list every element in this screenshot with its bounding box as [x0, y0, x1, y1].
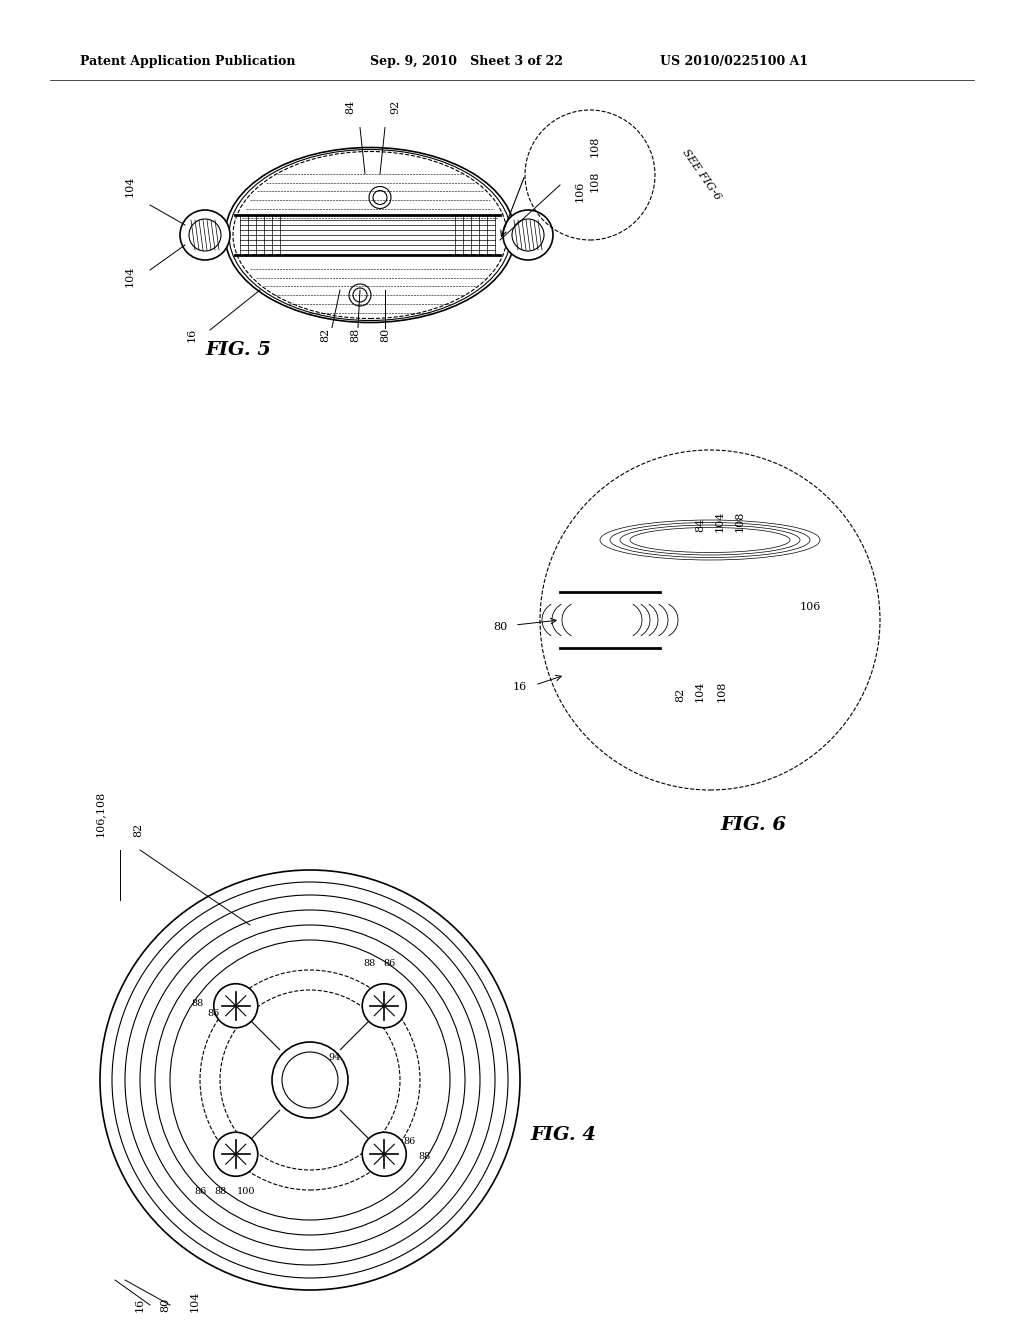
Text: 16: 16 — [513, 682, 527, 692]
Text: Sep. 9, 2010   Sheet 3 of 22: Sep. 9, 2010 Sheet 3 of 22 — [370, 55, 563, 69]
Text: 106,108: 106,108 — [95, 791, 105, 837]
Text: 88: 88 — [350, 329, 360, 342]
Text: 82: 82 — [133, 822, 143, 837]
Text: FIG. 6: FIG. 6 — [720, 816, 786, 834]
Text: 100: 100 — [237, 1187, 255, 1196]
Text: 94: 94 — [329, 1053, 341, 1063]
Text: 80: 80 — [493, 622, 507, 632]
Text: 82: 82 — [319, 329, 330, 342]
Text: Patent Application Publication: Patent Application Publication — [80, 55, 296, 69]
Text: FIG. 5: FIG. 5 — [205, 341, 271, 359]
Text: 16: 16 — [187, 327, 197, 342]
Text: 108: 108 — [717, 681, 727, 702]
Text: 104: 104 — [125, 176, 135, 197]
Text: 88: 88 — [191, 999, 204, 1007]
Text: 86: 86 — [383, 958, 395, 968]
Circle shape — [214, 983, 258, 1028]
Ellipse shape — [503, 210, 553, 260]
Text: 88: 88 — [215, 1187, 227, 1196]
Text: 84: 84 — [695, 517, 705, 532]
Text: 108: 108 — [590, 170, 600, 191]
Text: 106: 106 — [575, 181, 585, 202]
Text: FIG. 4: FIG. 4 — [530, 1126, 596, 1144]
Text: 84: 84 — [345, 100, 355, 115]
Text: 104: 104 — [190, 1291, 200, 1312]
Text: 104: 104 — [715, 511, 725, 532]
Text: 16: 16 — [135, 1298, 145, 1312]
Circle shape — [362, 983, 407, 1028]
Ellipse shape — [180, 210, 230, 260]
Text: 104: 104 — [125, 265, 135, 286]
Text: 106: 106 — [800, 602, 820, 612]
Text: 88: 88 — [418, 1152, 430, 1162]
Text: 104: 104 — [695, 681, 705, 702]
Text: 92: 92 — [390, 100, 400, 115]
Text: SEE FIG-6: SEE FIG-6 — [680, 148, 722, 202]
Text: 86: 86 — [208, 1008, 220, 1018]
Text: 86: 86 — [195, 1187, 207, 1196]
Text: 80: 80 — [160, 1298, 170, 1312]
Text: 108: 108 — [735, 511, 745, 532]
Circle shape — [214, 1133, 258, 1176]
Text: 82: 82 — [675, 688, 685, 702]
Text: US 2010/0225100 A1: US 2010/0225100 A1 — [660, 55, 808, 69]
Text: 80: 80 — [380, 329, 390, 342]
Text: 88: 88 — [364, 958, 376, 968]
Text: 86: 86 — [403, 1138, 416, 1146]
Circle shape — [362, 1133, 407, 1176]
Text: 108: 108 — [590, 136, 600, 157]
